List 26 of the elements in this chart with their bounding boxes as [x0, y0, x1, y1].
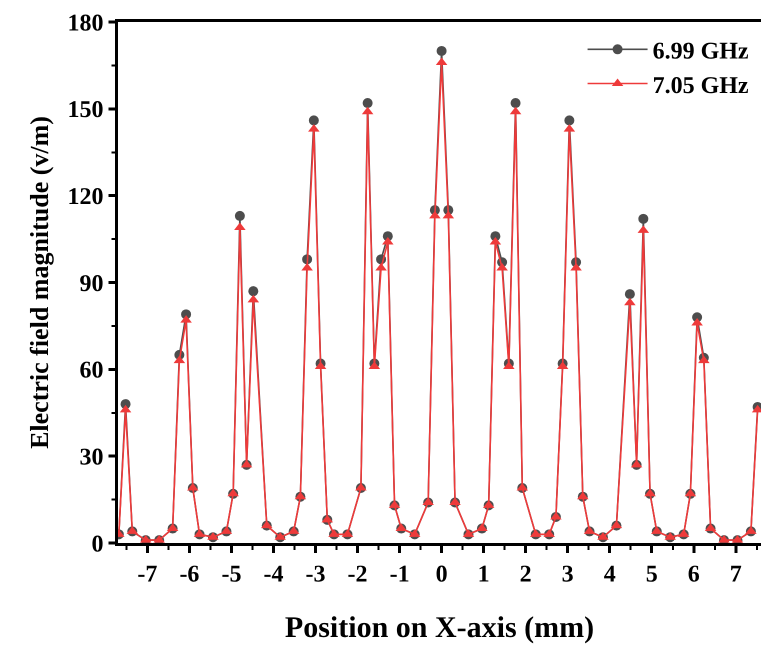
x-tick-label: 2 [520, 562, 532, 588]
x-tick-label: -1 [390, 562, 410, 588]
x-tick-label: -7 [137, 562, 158, 588]
x-tick-label: -6 [179, 562, 200, 588]
x-tick-label: -2 [348, 562, 368, 588]
y-tick-label: 180 [67, 10, 104, 36]
x-tick-label: 7 [730, 562, 742, 588]
x-tick-label: 0 [436, 562, 448, 588]
x-tick-label: 1 [478, 562, 490, 588]
x-tick-label: 5 [646, 562, 658, 588]
x-axis-title: Position on X-axis (mm) [284, 611, 594, 644]
y-tick-label: 150 [67, 97, 104, 124]
y-tick-label: 90 [79, 270, 104, 297]
y-tick-label: 60 [79, 358, 104, 384]
x-tick-label: 4 [604, 562, 616, 588]
x-tick-label: 6 [688, 562, 700, 588]
x-tick-label: 3 [562, 562, 574, 588]
x-tick-label: -3 [306, 562, 326, 588]
legend-label: 7.05 GHz [652, 72, 749, 99]
x-tick-label: -4 [264, 562, 284, 588]
x-tick-label: -5 [221, 562, 242, 588]
y-axis-title: Electric field magnitude (v/m) [24, 116, 54, 449]
y-tick-label: 120 [67, 184, 104, 210]
y-tick-label: 30 [79, 444, 104, 471]
y-tick-label: 0 [91, 531, 104, 558]
legend-label: 6.99 GHz [652, 38, 749, 65]
